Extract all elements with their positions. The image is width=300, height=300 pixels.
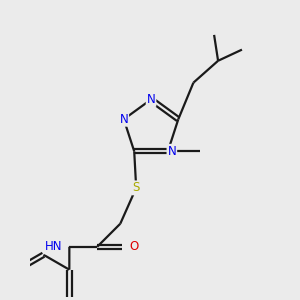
Text: N: N <box>167 145 176 158</box>
Text: O: O <box>129 240 138 253</box>
Text: HN: HN <box>45 240 62 253</box>
Text: N: N <box>147 93 155 106</box>
Text: N: N <box>119 113 128 126</box>
Text: S: S <box>133 182 140 194</box>
